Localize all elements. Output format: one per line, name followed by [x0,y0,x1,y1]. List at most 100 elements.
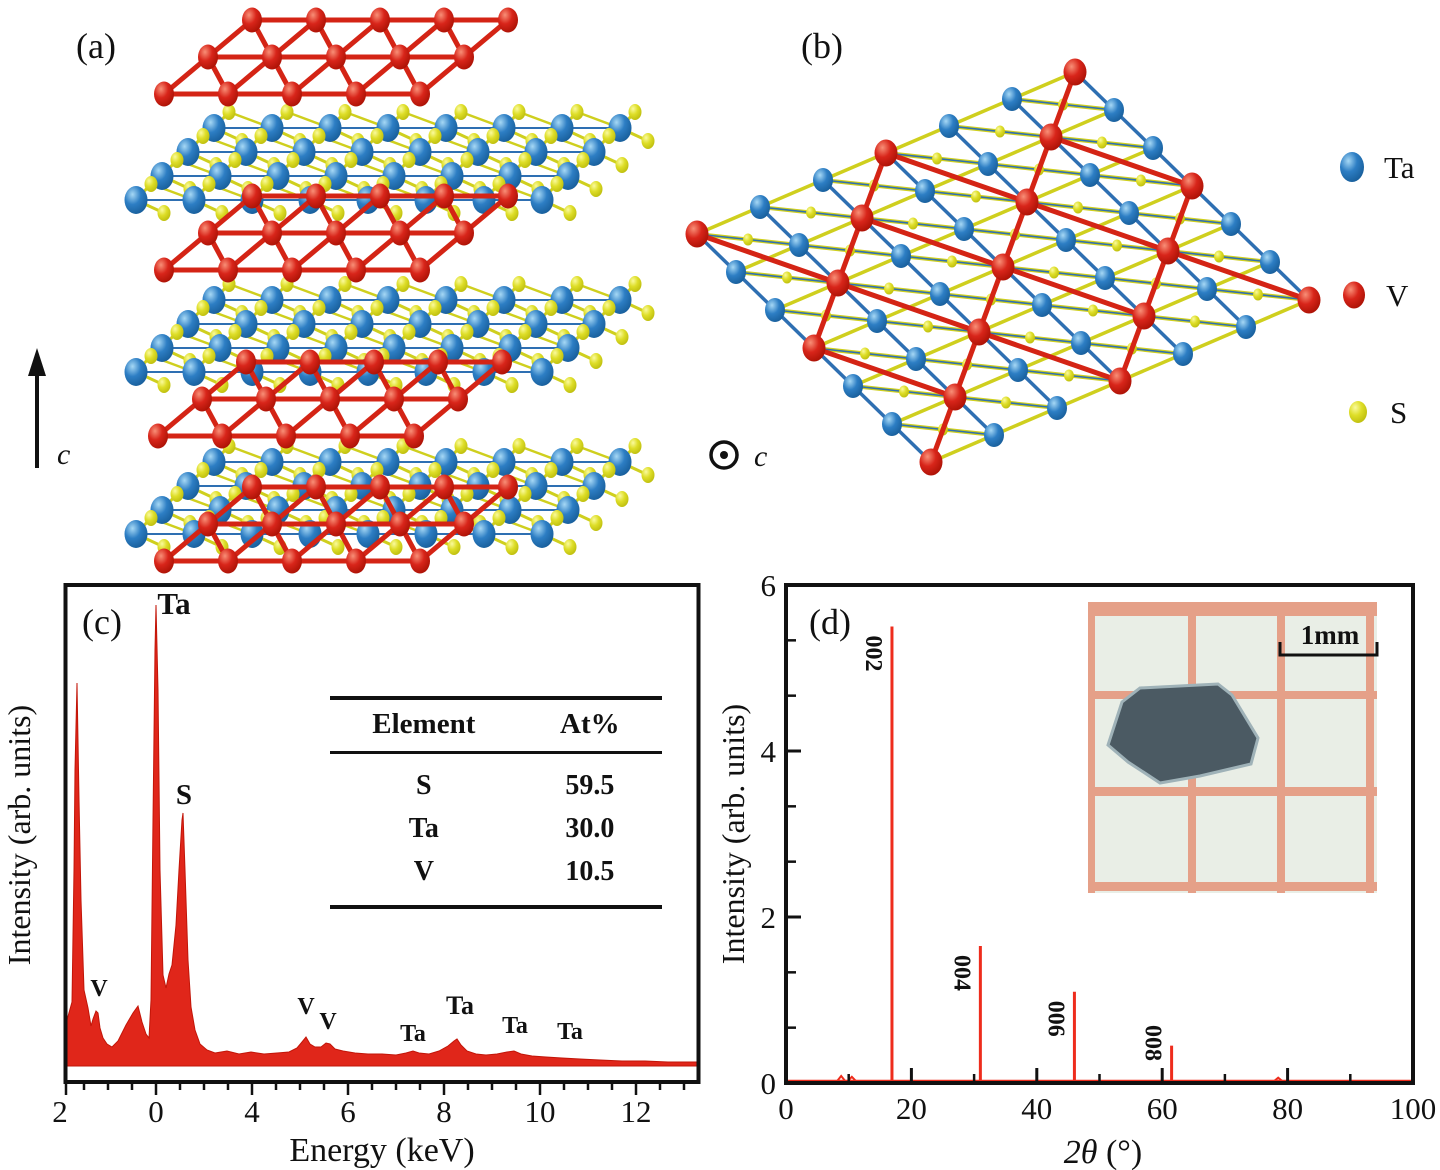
eds-spectrum-curve [66,604,698,1067]
ta-atom [882,412,902,436]
s-atom [1025,331,1035,344]
v-atom [370,7,390,33]
s-atom [563,377,577,393]
y-axis-title: Intensity (arb. units) [720,704,751,964]
panel-a-crystal-structure-side-view: c (a) [28,7,655,574]
v-v-bond [978,329,1121,384]
ta-atom [726,260,746,284]
scale-bar-label: 1mm [1301,620,1360,650]
s-atom [782,271,792,284]
s-atom [170,324,184,340]
table-row: S 59.5 [330,764,662,807]
s-atom [505,377,519,393]
v-atom [198,44,218,70]
noise-bump [836,1074,846,1082]
s-atom [196,300,210,316]
s-atom [196,128,210,144]
x-tick-label: 20 [896,1091,927,1126]
s-atom [602,300,616,316]
v-v-bond [885,150,1028,205]
s-atom [628,276,642,292]
s-atom [550,176,564,192]
v-atom [991,253,1015,281]
s-atom [331,539,345,555]
s-atom [370,128,384,144]
ta-atom [472,520,496,548]
s-atom [486,128,500,144]
v-atom [242,7,262,33]
v-atom [1156,237,1180,265]
v-atom [370,474,390,500]
table-header-atpercent: At% [560,708,620,740]
s-atom [428,300,442,316]
s-atom [512,276,526,292]
s-atom [563,539,577,555]
s-atom [454,438,468,454]
s-atom [576,486,590,502]
panel-a-letter: (a) [76,26,116,66]
v-atom [320,386,340,412]
s-atom [932,152,942,165]
legend: Ta V S [1340,150,1415,430]
ta-atom [1080,163,1100,187]
s-atom [1190,315,1200,328]
grid-line-v [1277,602,1285,893]
x-tick-label: 80 [1272,1091,1303,1126]
panel-b-letter: (b) [801,26,843,66]
s-atom [428,462,442,478]
ta-atom [240,520,264,548]
ta-atom [1095,266,1115,290]
x-axis-title-math: 2θ [1064,1134,1098,1170]
s-atom [280,104,294,120]
ta-atom [1143,136,1163,160]
v-atom [498,7,518,33]
v-atom [218,81,238,107]
peak-label-006: 006 [1042,1001,1068,1037]
ta-atom [472,186,496,214]
s-atom [518,152,532,168]
y-tick-label: 4 [761,734,777,769]
x-tick-label: 12 [621,1094,652,1129]
s-atom [170,486,184,502]
v-atom [1132,302,1156,330]
table-row: Ta 30.0 [330,807,662,850]
table-row: V 10.5 [330,850,662,893]
ta-atom [1197,277,1217,301]
peak-label-v: V [319,1009,337,1035]
ta-atom [124,358,148,386]
s-atom [512,104,526,120]
v-intercalant-plane [154,7,518,107]
s-atom [331,205,345,221]
s-atom [589,181,603,197]
ta-atom [1056,228,1076,252]
v-atom [410,81,430,107]
table-header-element: Element [372,708,476,740]
legend-v-atom-icon [1343,281,1365,309]
v-atom [262,44,282,70]
ta-atom [843,374,863,398]
element-name: S [416,770,432,801]
v-atom [404,423,424,449]
v-v-bond [861,215,1004,270]
peak-label-ta: Ta [502,1013,528,1039]
top-view-lattice [685,58,1321,476]
v-atom [826,269,850,297]
grid-line-v [1088,602,1095,893]
v-atom [384,386,404,412]
y-tick-label: 2 [761,900,777,935]
peak-label-004: 004 [948,955,974,991]
s-atom [460,152,474,168]
v-atom [340,423,360,449]
v-atom [410,257,430,283]
element-name: V [413,856,434,887]
c-axis-label: c [57,438,70,471]
x-axis-ticks [64,1084,686,1095]
ta-atom [1173,342,1193,366]
ta-atom [1071,331,1091,355]
s-atom [1136,174,1146,187]
s-atom [995,125,1005,138]
s-atom [544,128,558,144]
s-atom [576,324,590,340]
ta-atom [915,179,935,203]
